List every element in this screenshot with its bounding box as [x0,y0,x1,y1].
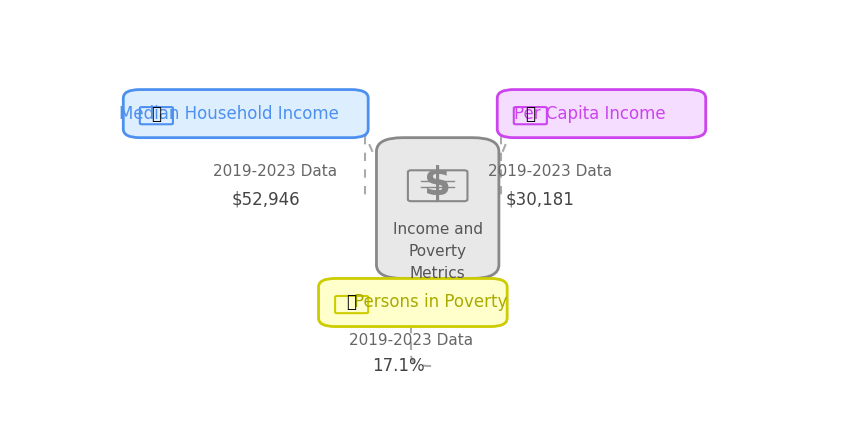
Text: Income and
Poverty
Metrics: Income and Poverty Metrics [392,222,482,281]
Text: Per Capita Income: Per Capita Income [514,105,665,123]
Text: 17.1%: 17.1% [371,357,424,375]
Text: 2019-2023 Data: 2019-2023 Data [349,333,473,348]
Text: $30,181: $30,181 [505,190,574,208]
Text: Median Household Income: Median Household Income [119,105,339,123]
FancyBboxPatch shape [496,90,705,138]
Text: 📅: 📅 [151,105,161,123]
FancyBboxPatch shape [318,278,507,326]
FancyBboxPatch shape [376,138,498,278]
Text: Persons in Poverty: Persons in Poverty [354,293,508,311]
Text: $52,946: $52,946 [231,190,299,208]
Text: 🏭: 🏭 [525,105,535,123]
Text: 2019-2023 Data: 2019-2023 Data [213,165,337,179]
Text: 2019-2023 Data: 2019-2023 Data [488,165,612,179]
Text: $: $ [424,165,450,203]
FancyBboxPatch shape [123,90,368,138]
Text: 🚴: 🚴 [346,293,357,311]
